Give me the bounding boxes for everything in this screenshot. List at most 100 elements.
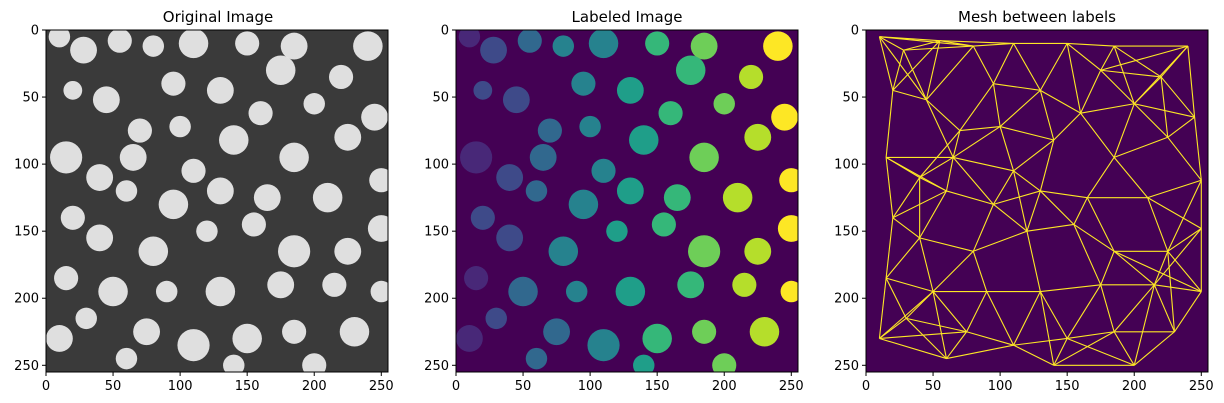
blob bbox=[177, 329, 210, 362]
labeled-region bbox=[591, 158, 616, 183]
plot-frame bbox=[45, 29, 389, 373]
labeled-region bbox=[565, 280, 588, 303]
labeled-region bbox=[460, 141, 493, 174]
labeled-region bbox=[690, 32, 718, 60]
mesh-edge bbox=[1086, 157, 1115, 198]
mesh-edge bbox=[1153, 284, 1175, 332]
labeled-region bbox=[645, 31, 670, 56]
labeled-region bbox=[464, 266, 489, 291]
mesh-edge bbox=[993, 83, 1041, 91]
mesh-edge bbox=[973, 42, 1014, 47]
blob bbox=[50, 141, 83, 174]
labeled-region bbox=[525, 347, 548, 370]
mesh-edge bbox=[939, 40, 1014, 44]
mesh-edge bbox=[919, 130, 961, 178]
labeled-region bbox=[588, 30, 619, 59]
mesh-edge bbox=[1039, 291, 1055, 366]
mesh-edge bbox=[1113, 103, 1135, 158]
y-tick-label: 150 bbox=[14, 225, 39, 240]
labeled-region bbox=[485, 307, 507, 330]
y-tick-label: 0 bbox=[441, 24, 449, 39]
mesh-edge bbox=[1026, 223, 1074, 232]
mesh-edge bbox=[903, 49, 927, 100]
image-area bbox=[456, 30, 798, 372]
y-tick-label: 150 bbox=[424, 225, 449, 240]
mesh-edge bbox=[925, 99, 961, 131]
labeled-region bbox=[689, 142, 719, 173]
mesh-edge bbox=[1187, 46, 1196, 118]
y-tick-label: 50 bbox=[842, 91, 859, 106]
mesh-edge bbox=[885, 157, 894, 218]
blob bbox=[155, 280, 178, 303]
mesh-edge bbox=[966, 331, 1014, 346]
labeled-region bbox=[713, 93, 735, 115]
blob bbox=[280, 32, 308, 60]
blob bbox=[115, 180, 138, 202]
blob bbox=[48, 30, 71, 48]
mesh-edge bbox=[879, 36, 974, 47]
blob bbox=[196, 220, 218, 242]
labeled-region bbox=[502, 86, 530, 114]
mesh-edge bbox=[973, 230, 1028, 252]
mesh-edge bbox=[939, 40, 974, 47]
mesh-edge bbox=[1100, 284, 1115, 332]
blob bbox=[232, 323, 262, 354]
mesh-edge bbox=[952, 126, 1001, 158]
mesh-edge bbox=[906, 317, 967, 333]
blob bbox=[322, 272, 347, 297]
mesh-edge bbox=[1073, 224, 1102, 286]
blob bbox=[92, 86, 120, 114]
mesh-edge bbox=[1113, 331, 1135, 366]
mesh-edge bbox=[1039, 90, 1055, 141]
x-tick-label: 200 bbox=[712, 379, 737, 394]
mesh-edge bbox=[993, 203, 1028, 232]
mesh-edge bbox=[945, 157, 954, 192]
blob bbox=[107, 30, 132, 53]
labeled-region bbox=[537, 118, 562, 143]
labeled-region bbox=[712, 353, 737, 372]
plot-frame bbox=[455, 29, 799, 373]
image-area bbox=[866, 30, 1208, 372]
x-tick-label: 250 bbox=[1189, 379, 1214, 394]
mesh-edge bbox=[1154, 284, 1202, 293]
mesh-edge bbox=[879, 291, 934, 339]
mesh-edge bbox=[919, 177, 947, 192]
mesh-edge bbox=[1167, 179, 1202, 252]
blob bbox=[328, 64, 354, 90]
mesh-edge bbox=[1174, 291, 1202, 333]
mesh-edge bbox=[1039, 291, 1068, 339]
mesh-edge bbox=[986, 291, 1015, 346]
blob bbox=[334, 123, 362, 151]
mesh-edge bbox=[1133, 103, 1169, 138]
blob bbox=[205, 276, 236, 307]
blob bbox=[178, 30, 209, 59]
mesh-edge bbox=[1013, 291, 1041, 346]
mesh-edge bbox=[1167, 136, 1202, 181]
mesh-edge bbox=[966, 291, 988, 333]
blob bbox=[223, 354, 245, 372]
mesh-edge bbox=[1167, 228, 1202, 252]
y-tick-label: 200 bbox=[834, 292, 859, 307]
mesh-edge bbox=[1153, 251, 1169, 286]
y-tick-label: 50 bbox=[432, 91, 449, 106]
mesh-edge bbox=[878, 36, 894, 91]
mesh-edge bbox=[1147, 179, 1202, 199]
mesh-edge bbox=[905, 317, 947, 359]
labeled-region bbox=[744, 237, 772, 265]
mesh-edge bbox=[879, 337, 947, 360]
labeled-region bbox=[548, 236, 579, 267]
mesh-edge bbox=[1133, 284, 1155, 366]
mesh-edge bbox=[1013, 170, 1041, 192]
mesh-edge bbox=[972, 45, 994, 84]
mesh-edge bbox=[885, 277, 907, 319]
mesh-edge bbox=[993, 190, 1041, 205]
x-tick-label: 250 bbox=[369, 379, 394, 394]
blob bbox=[370, 280, 388, 303]
mesh-edge bbox=[1113, 250, 1202, 293]
blob bbox=[279, 142, 309, 173]
mesh-edge bbox=[932, 291, 968, 333]
labeled-region bbox=[496, 224, 524, 252]
mesh-edge bbox=[999, 89, 1041, 127]
x-tick-label: 150 bbox=[645, 379, 670, 394]
